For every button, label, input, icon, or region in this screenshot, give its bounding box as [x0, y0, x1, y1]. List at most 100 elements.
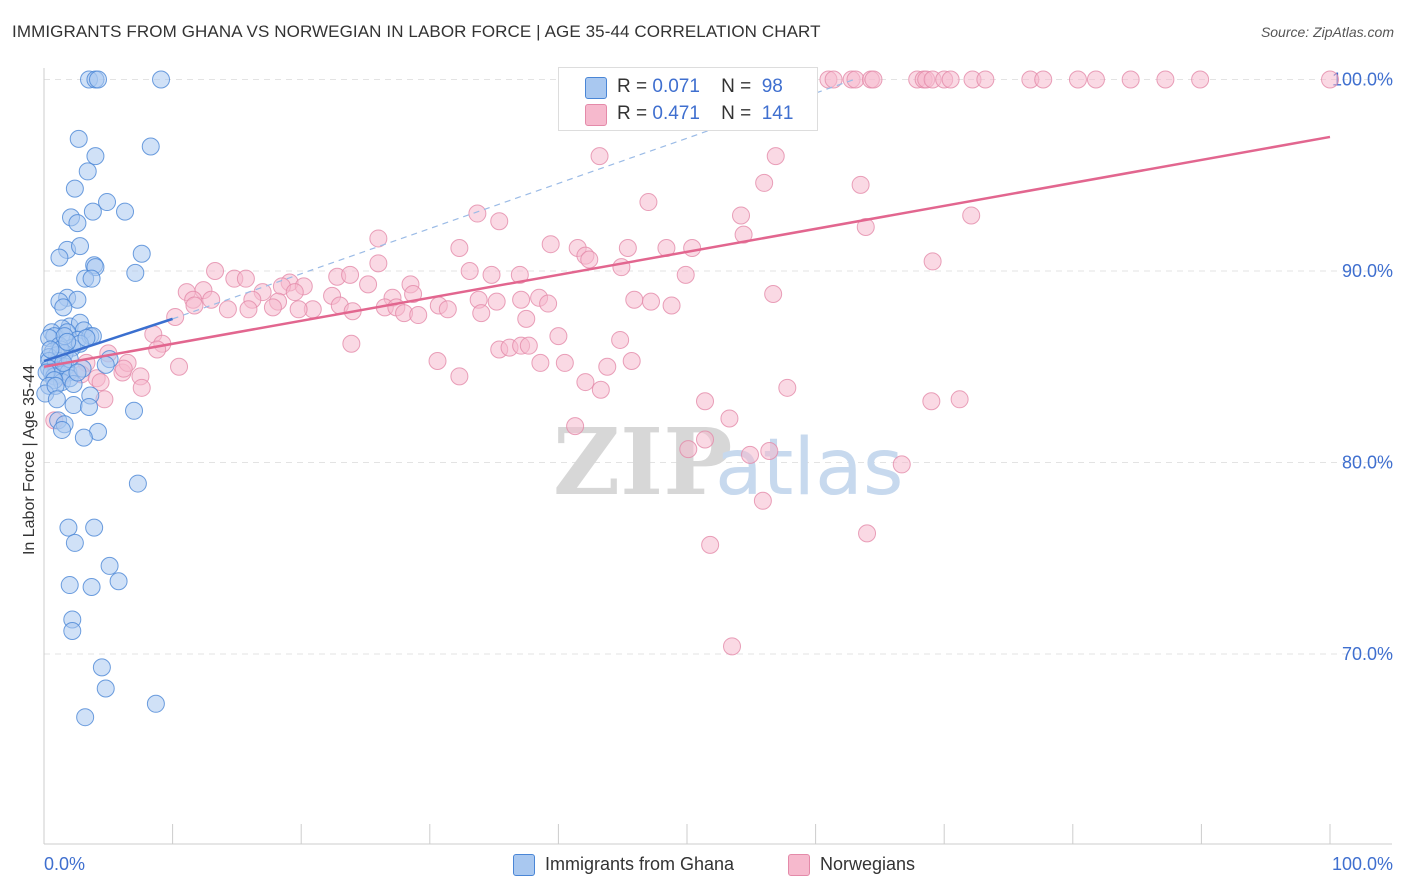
norwegian-point [701, 535, 720, 554]
norwegian-point [732, 206, 751, 225]
x-tick-label: 0.0% [44, 854, 85, 874]
norwegian-point [824, 70, 843, 89]
ghana-point [78, 162, 97, 181]
norwegian-point [512, 290, 531, 309]
norwegian-point [858, 524, 877, 543]
norwegian-point [409, 306, 428, 325]
norwegian-point [576, 373, 595, 392]
norwegian-point [755, 173, 774, 192]
ghana-point [96, 679, 115, 698]
legend-swatch-ghana [585, 77, 607, 99]
ghana-point [126, 263, 145, 282]
legend-r-label: R = [617, 103, 648, 124]
legend-r-label: R = [617, 76, 648, 97]
norwegian-point [1321, 70, 1339, 89]
norwegian-point [741, 445, 760, 464]
bottom-legend-label-ghana: Immigrants from Ghana [545, 854, 735, 874]
norwegian-point [941, 70, 960, 89]
norwegian-point [285, 283, 304, 302]
ghana-trend-line [43, 317, 173, 363]
norwegian-point [1121, 70, 1140, 89]
norwegian-point [541, 235, 560, 254]
norwegian-point [923, 252, 942, 271]
norwegian-point [341, 265, 360, 284]
norwegian-point [696, 430, 715, 449]
bottom-legend-swatch-ghana [513, 854, 535, 876]
norwegian-point [487, 292, 506, 311]
norwegian-point [132, 378, 151, 397]
norwegian-point [555, 353, 574, 372]
ghana-point [53, 420, 72, 439]
ghana-point [146, 694, 165, 713]
norwegian-point [892, 455, 911, 474]
ghana-point [152, 70, 171, 89]
ghana-point [83, 202, 102, 221]
norwegian-point [91, 373, 110, 392]
norwegian-point [342, 334, 361, 353]
norwegian-point [239, 300, 258, 319]
ghana-point [68, 214, 87, 233]
norwegian-point [1068, 70, 1087, 89]
legend-n-label: N = [721, 76, 752, 97]
norwegian-point [460, 262, 479, 280]
ghana-point [60, 576, 79, 595]
source-label: Source: ZipAtlas.com [1260, 24, 1394, 40]
legend-n-label: N = [721, 103, 752, 124]
norwegian-point [734, 225, 753, 244]
ghana-point [125, 401, 144, 420]
norwegian-point [856, 217, 875, 236]
ghana-point [116, 202, 135, 221]
norwegian-point [611, 330, 630, 349]
norwegian-point [289, 300, 308, 319]
norwegian-point [662, 296, 681, 315]
ghana-point [47, 390, 66, 409]
stats-legend: R = 0.071 N = 98 R = 0.471 N = 141 [558, 67, 818, 131]
norwegian-point [369, 254, 388, 273]
norwegian-point [549, 327, 568, 346]
legend-text-ghana: R = 0.071 N = 98 [617, 74, 783, 100]
norwegian-point [766, 147, 785, 166]
norwegian-point [202, 290, 221, 309]
norwegian-point [531, 353, 550, 372]
legend-n-value: 98 [761, 76, 783, 97]
ghana-point [76, 708, 95, 727]
norwegian-point [566, 417, 585, 436]
norwegian-point [1034, 70, 1053, 89]
ghana-point [68, 363, 87, 382]
ghana-point [69, 129, 88, 148]
norwegian-point [618, 239, 637, 258]
norwegian-point [591, 380, 610, 399]
norwegian-point [753, 491, 772, 510]
norwegian-point [679, 440, 698, 459]
bottom-legend-label-norwegians: Norwegians [820, 854, 916, 874]
norwegian-point [696, 392, 715, 411]
norwegian-point [428, 352, 447, 371]
x-tick-label: 100.0% [1332, 854, 1393, 874]
norwegian-point [612, 258, 631, 277]
norwegian-point [1156, 70, 1175, 89]
ghana-point [89, 70, 108, 89]
norwegian-point [764, 284, 783, 303]
norwegian-point [450, 239, 469, 258]
ghana-point [92, 658, 111, 677]
ghana-point [132, 244, 151, 263]
norwegian-point [641, 292, 660, 311]
norwegian-point [723, 637, 742, 656]
norwegian-point [482, 265, 501, 284]
ghana-point [41, 340, 60, 359]
ghana-point [109, 572, 128, 591]
norwegian-point [472, 304, 491, 323]
norwegian-point [976, 70, 995, 89]
ghana-point [54, 298, 73, 317]
norwegian-point [950, 390, 969, 409]
ghana-point [100, 556, 119, 575]
norwegian-point [625, 290, 644, 309]
legend-n-value: 141 [761, 103, 794, 124]
norwegian-point [864, 70, 883, 89]
norwegian-point [170, 357, 189, 376]
norwegian-point [166, 307, 185, 326]
norwegian-point [598, 357, 617, 376]
norwegian-point [218, 300, 237, 319]
norwegian-point [1191, 70, 1210, 89]
